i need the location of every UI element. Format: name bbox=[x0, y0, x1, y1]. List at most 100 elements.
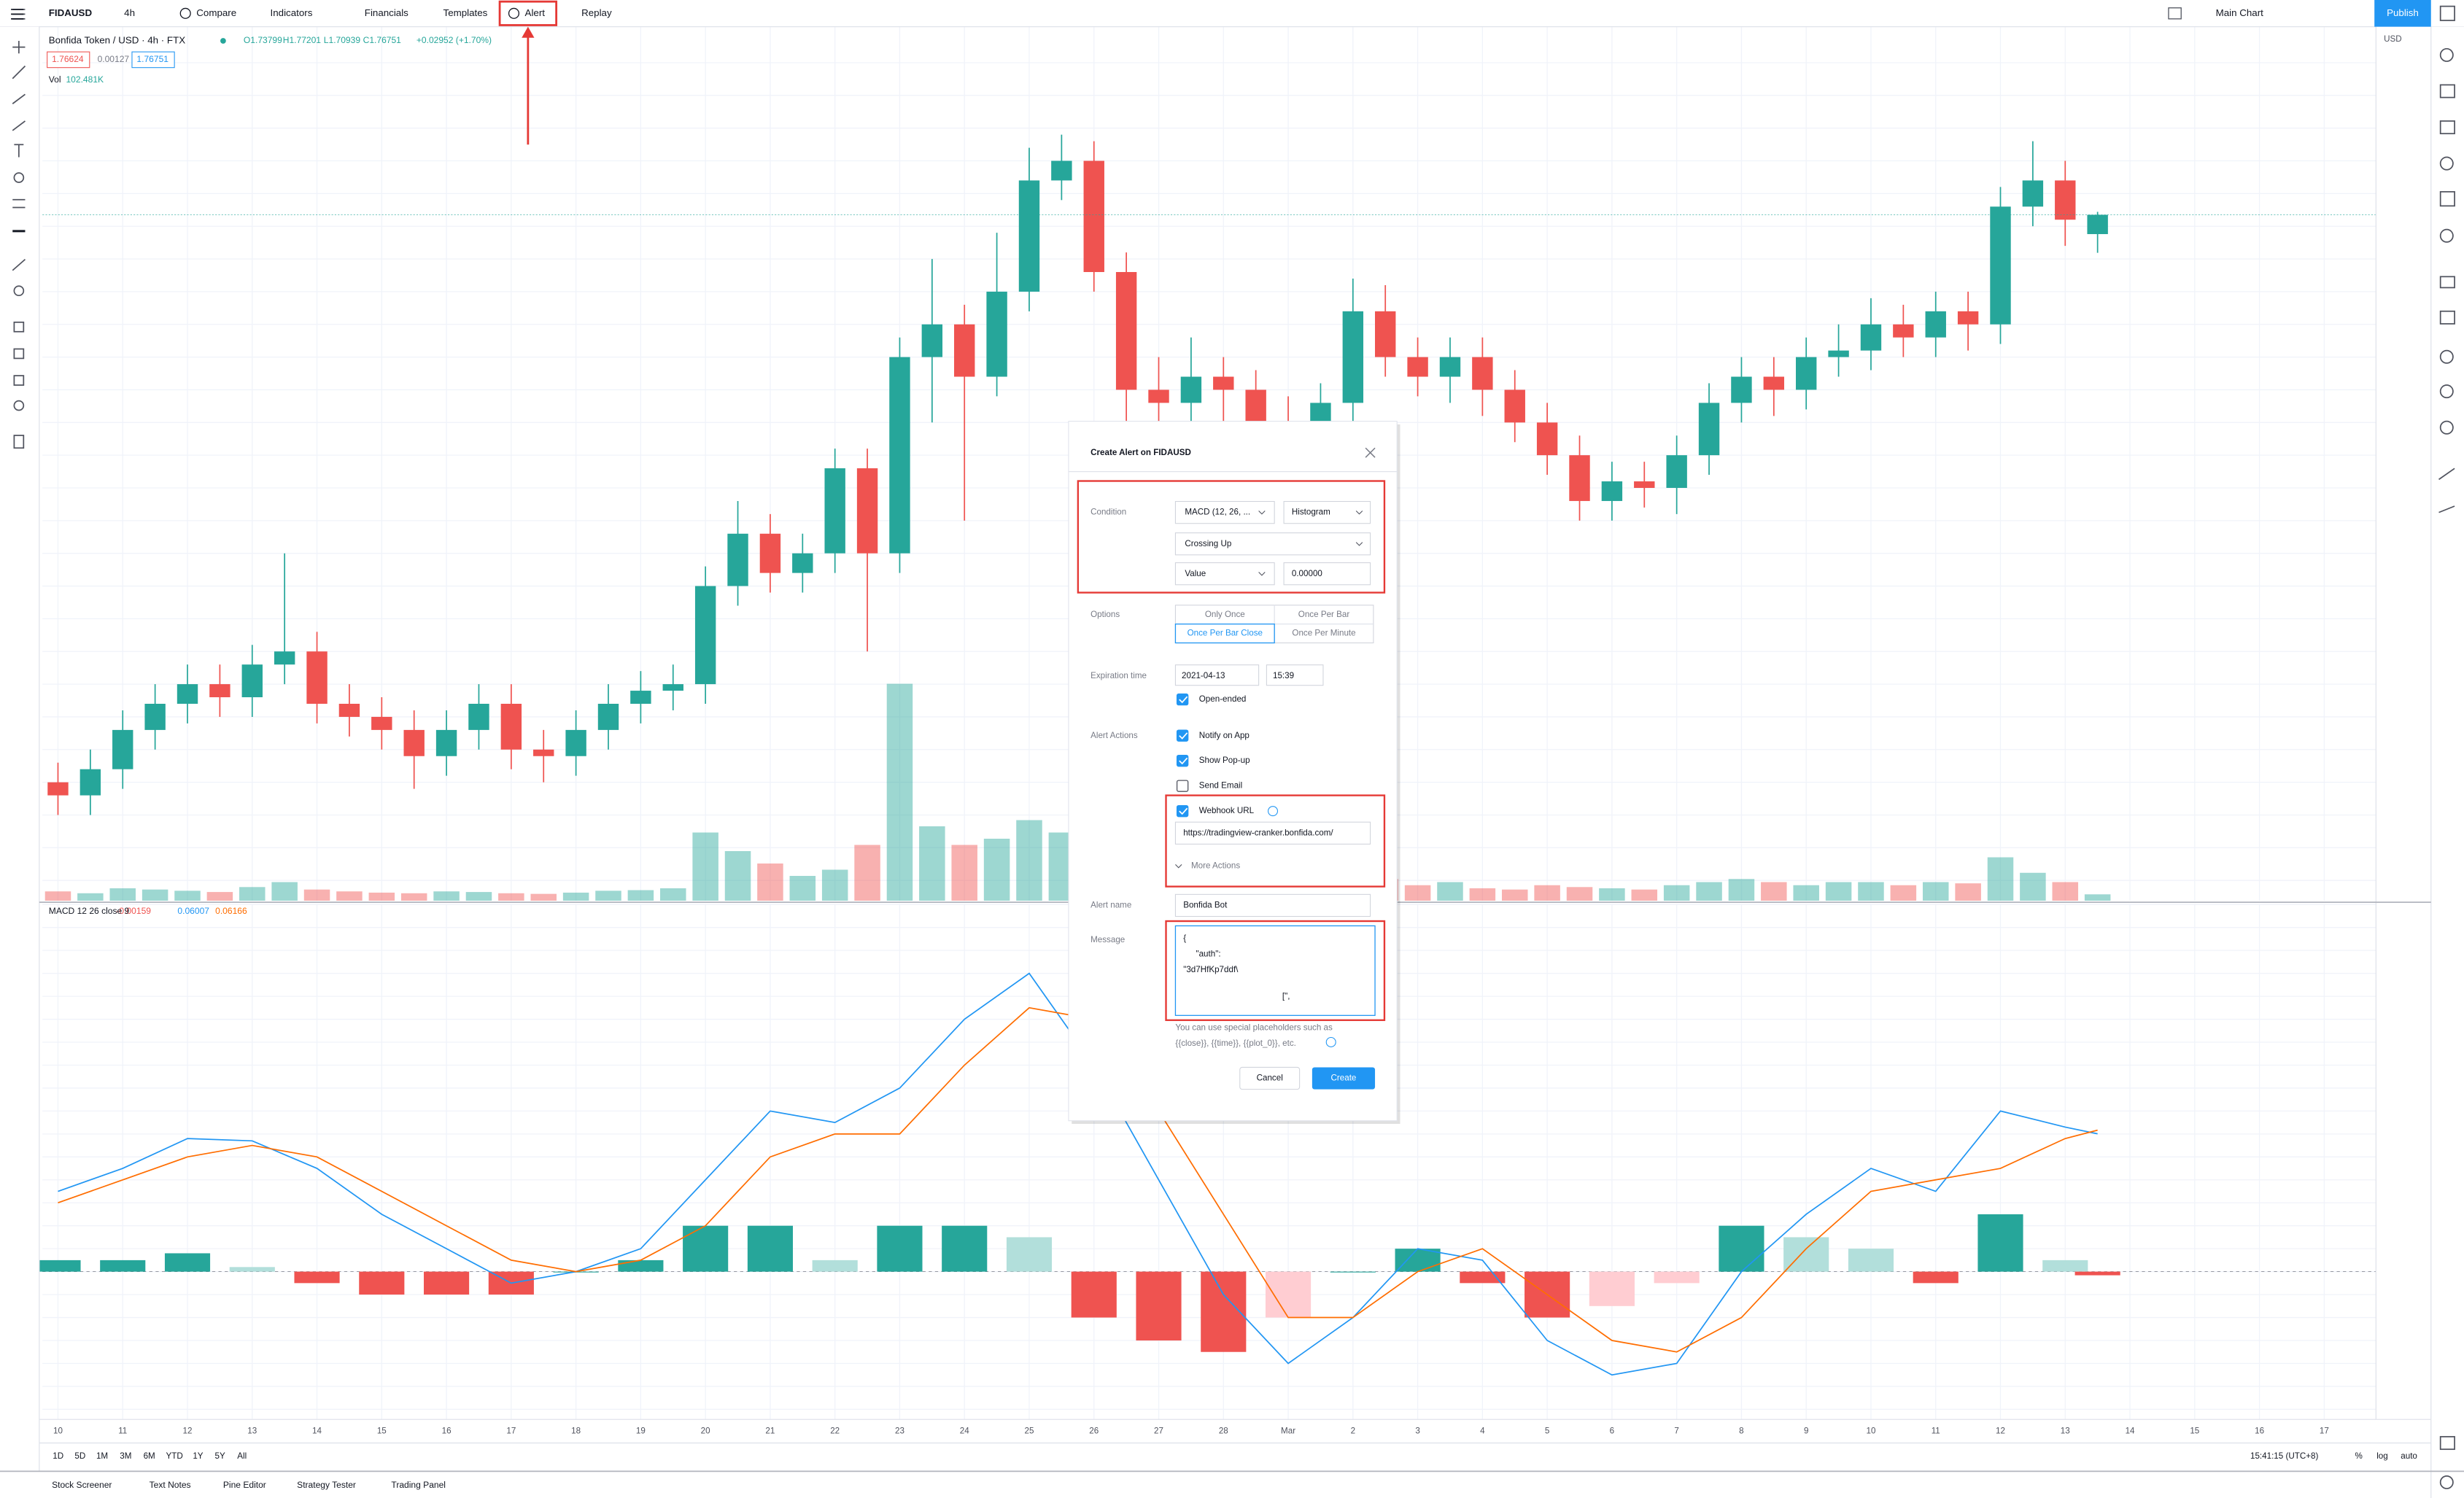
textarea[interactable] bbox=[1174, 925, 1376, 1016]
volume-bar bbox=[465, 892, 492, 901]
input-value[interactable]: 0.00000 bbox=[1292, 569, 1323, 578]
select-value[interactable]: Value bbox=[1185, 569, 1206, 578]
toolbar-button[interactable]: Financials bbox=[365, 7, 408, 18]
candle-body bbox=[241, 664, 263, 698]
range-button[interactable]: All bbox=[237, 1451, 247, 1461]
buy-box[interactable] bbox=[131, 51, 175, 69]
histogram-bar bbox=[1265, 1271, 1312, 1318]
checkbox-label[interactable]: Webhook URL bbox=[1199, 806, 1255, 815]
input[interactable] bbox=[1174, 821, 1371, 845]
checkbox[interactable] bbox=[1176, 729, 1189, 742]
candle-body bbox=[1148, 389, 1169, 403]
panel-tab[interactable]: Pine Editor bbox=[223, 1480, 266, 1490]
panel-tab[interactable]: Stock Screener bbox=[52, 1480, 112, 1490]
sell-box[interactable] bbox=[47, 51, 90, 69]
x-tick-label: 18 bbox=[571, 1426, 581, 1435]
volume-bar bbox=[660, 888, 686, 901]
interval[interactable]: 4h bbox=[124, 7, 135, 18]
date[interactable]: 2021-04-13 bbox=[1182, 671, 1225, 680]
cancel-button[interactable] bbox=[1239, 1066, 1301, 1090]
range-button[interactable]: YTD bbox=[166, 1451, 183, 1461]
select-value[interactable]: Crossing Up bbox=[1185, 539, 1231, 548]
checkbox-label[interactable]: Open-ended bbox=[1199, 694, 1247, 704]
checkbox[interactable] bbox=[1176, 754, 1189, 767]
volume-bar bbox=[692, 832, 718, 901]
cancel-label[interactable]: Cancel bbox=[1257, 1074, 1283, 1083]
status-dot bbox=[220, 38, 226, 44]
option[interactable]: Only Once bbox=[1205, 610, 1245, 619]
time[interactable]: 15:39 bbox=[1273, 671, 1294, 680]
range-button[interactable]: 1D bbox=[53, 1451, 63, 1461]
candle-body bbox=[727, 533, 748, 586]
range-button[interactable]: 3M bbox=[120, 1451, 131, 1461]
checkbox-label[interactable]: Notify on App bbox=[1199, 731, 1250, 740]
input[interactable] bbox=[1283, 562, 1371, 586]
caret bbox=[1175, 864, 1182, 869]
bid[interactable]: 1.76624 bbox=[52, 54, 84, 64]
histogram-bar bbox=[1589, 1271, 1635, 1306]
option[interactable]: Once Per Bar Close bbox=[1188, 629, 1263, 638]
histogram-bar bbox=[747, 1225, 793, 1272]
hint: You can use special placeholders such as bbox=[1175, 1023, 1333, 1033]
publish-button[interactable] bbox=[2374, 0, 2431, 27]
select[interactable] bbox=[1174, 562, 1275, 586]
volume-bar bbox=[1793, 885, 1819, 901]
volume-bar bbox=[1761, 882, 1787, 901]
help-icon[interactable] bbox=[1325, 1036, 1336, 1047]
option[interactable]: Once Per Bar bbox=[1298, 610, 1350, 619]
select-value[interactable]: Histogram bbox=[1292, 508, 1330, 517]
publish-label[interactable]: Publish bbox=[2387, 7, 2419, 18]
checkbox[interactable] bbox=[1176, 693, 1189, 706]
select[interactable] bbox=[1174, 532, 1371, 556]
select[interactable] bbox=[1174, 501, 1275, 524]
checkbox-label[interactable]: Show Pop-up bbox=[1199, 756, 1250, 765]
input[interactable] bbox=[1266, 664, 1324, 686]
candle-body bbox=[144, 703, 166, 730]
scale-button[interactable]: log bbox=[2376, 1451, 2388, 1461]
candle-body bbox=[1828, 350, 1849, 357]
more-actions[interactable]: More Actions bbox=[1191, 861, 1240, 871]
widget-bar[interactable] bbox=[2438, 5, 2455, 1489]
close-button[interactable] bbox=[1365, 447, 1376, 458]
webhook-url[interactable]: https://tradingview-cranker.bonfida.com/ bbox=[1183, 828, 1333, 837]
ask[interactable]: 1.76751 bbox=[136, 54, 168, 64]
checkbox-label[interactable]: Send Email bbox=[1199, 781, 1242, 791]
field-label: Expiration time bbox=[1090, 671, 1147, 680]
volume-bar bbox=[206, 892, 233, 901]
toolbar-button[interactable]: Alert bbox=[525, 7, 546, 18]
range-button[interactable]: 1Y bbox=[193, 1451, 203, 1461]
range-button[interactable]: 5D bbox=[74, 1451, 85, 1461]
scale-button[interactable]: auto bbox=[2401, 1451, 2417, 1461]
create-button[interactable] bbox=[1312, 1067, 1376, 1090]
candle-body bbox=[2022, 180, 2044, 207]
range-button[interactable]: 1M bbox=[96, 1451, 108, 1461]
candle-body bbox=[1504, 389, 1525, 423]
create-label[interactable]: Create bbox=[1331, 1074, 1357, 1083]
toolbar-button[interactable]: Indicators bbox=[271, 7, 313, 18]
select-value[interactable]: MACD (12, 26, ... bbox=[1185, 508, 1250, 517]
clock: 15:41:15 (UTC+8) bbox=[2250, 1451, 2318, 1461]
checkbox[interactable] bbox=[1176, 780, 1189, 792]
input[interactable] bbox=[1174, 664, 1260, 686]
input[interactable] bbox=[1174, 893, 1371, 917]
range-button[interactable]: 5Y bbox=[214, 1451, 225, 1461]
option[interactable]: Once Per Minute bbox=[1292, 629, 1355, 638]
symbol[interactable]: FIDAUSD bbox=[49, 7, 93, 18]
panel-tab[interactable]: Strategy Tester bbox=[297, 1480, 356, 1490]
help-icon[interactable] bbox=[1268, 806, 1279, 817]
x-tick-label: 20 bbox=[701, 1426, 710, 1435]
checkbox[interactable] bbox=[1176, 804, 1189, 818]
toolbar-button[interactable]: Compare bbox=[196, 7, 236, 18]
x-tick-label: 8 bbox=[1739, 1426, 1743, 1435]
toolbar-button[interactable]: Replay bbox=[581, 7, 612, 18]
panel-tab[interactable]: Trading Panel bbox=[391, 1480, 446, 1490]
panel-tab[interactable]: Text Notes bbox=[150, 1480, 191, 1490]
layout-name[interactable]: Main Chart bbox=[2216, 7, 2264, 18]
menu-icon[interactable] bbox=[11, 9, 24, 20]
scale-button[interactable]: % bbox=[2355, 1451, 2362, 1461]
range-button[interactable]: 6M bbox=[144, 1451, 155, 1461]
top-toolbar bbox=[0, 0, 2464, 27]
alert-name[interactable]: Bonfida Bot bbox=[1183, 901, 1228, 910]
toolbar-button[interactable]: Templates bbox=[443, 7, 488, 18]
select[interactable] bbox=[1283, 501, 1371, 524]
